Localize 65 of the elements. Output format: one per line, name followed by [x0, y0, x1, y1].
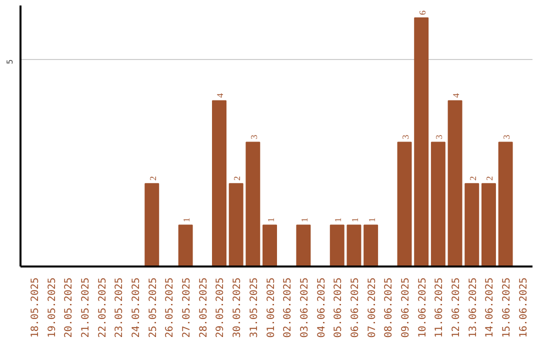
bar: [178, 224, 193, 266]
x-tick-label: 15.06.2025: [502, 277, 513, 338]
data-label: 1: [366, 218, 377, 222]
x-tick-label: 21.05.2025: [80, 277, 92, 338]
bar: [481, 183, 496, 266]
x-tick-label: 10.06.2025: [417, 277, 428, 338]
data-label: 4: [451, 92, 462, 98]
data-label: 6: [417, 10, 428, 15]
data-label: 2: [148, 176, 158, 181]
bar: [397, 142, 412, 266]
x-tick-label: 19.05.2025: [46, 277, 58, 338]
y-tick-label: 5: [6, 59, 14, 64]
bar: [464, 183, 480, 266]
x-tick-label: 31.05.2025: [248, 277, 260, 338]
x-tick-label: 13.06.2025: [468, 277, 479, 338]
bar: [228, 183, 244, 266]
x-tick-label: 02.06.2025: [282, 277, 294, 338]
data-label: 1: [266, 218, 276, 222]
x-tick-label: 22.05.2025: [97, 277, 108, 338]
x-tick-label: 14.06.2025: [484, 277, 496, 338]
bar: [430, 142, 446, 266]
bar: [330, 224, 344, 266]
bar: [346, 224, 362, 266]
x-tick-label: 11.06.2025: [434, 277, 446, 338]
data-label: 1: [333, 218, 344, 222]
bar: [364, 224, 378, 266]
data-label: 2: [232, 176, 242, 181]
x-tick-label: 09.06.2025: [400, 277, 412, 338]
data-label: 1: [350, 218, 360, 222]
x-tick-label: 30.05.2025: [232, 277, 244, 338]
x-tick-label: 03.06.2025: [299, 277, 310, 338]
bar: [246, 142, 260, 266]
x-tick-label: 01.06.2025: [266, 277, 277, 338]
x-tick-label: 18.05.2025: [30, 277, 41, 338]
bar: [296, 224, 311, 266]
data-label: 3: [248, 134, 259, 140]
data-label: 3: [400, 134, 410, 140]
data-label: 3: [502, 134, 512, 140]
data-label: 3: [434, 134, 444, 140]
x-tick-label: 27.05.2025: [182, 277, 193, 338]
x-tick-label: 20.05.2025: [64, 277, 75, 338]
bar: [498, 142, 513, 266]
bar: [212, 100, 226, 266]
x-tick-label: 28.05.2025: [198, 277, 210, 338]
bar: [262, 224, 277, 266]
data-label: 1: [182, 218, 192, 222]
x-tick-label: 25.05.2025: [148, 277, 159, 338]
bar: [144, 183, 160, 266]
x-tick-label: 04.06.2025: [316, 277, 328, 338]
x-tick-label: 26.05.2025: [164, 277, 176, 338]
x-tick-label: 06.06.2025: [350, 277, 361, 338]
bar: [414, 17, 429, 266]
x-tick-label: 29.05.2025: [215, 277, 226, 338]
data-label: 2: [484, 176, 495, 181]
data-label: 4: [215, 92, 226, 98]
bar: [448, 100, 462, 266]
x-tick-label: 24.05.2025: [131, 277, 142, 338]
x-tick-label: 23.05.2025: [114, 277, 126, 338]
data-label: 1: [299, 218, 310, 222]
x-tick-label: 12.06.2025: [451, 277, 462, 338]
x-tick-label: 07.06.2025: [366, 277, 378, 338]
x-tick-label: 05.06.2025: [333, 277, 344, 338]
x-tick-label: 08.06.2025: [384, 277, 395, 338]
data-label: 2: [468, 176, 478, 181]
x-tick-label: 16.06.2025: [518, 277, 530, 338]
